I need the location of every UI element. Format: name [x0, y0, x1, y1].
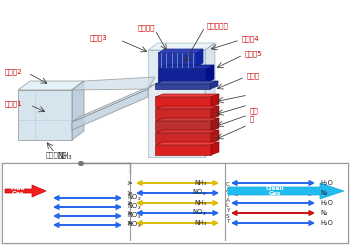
Polygon shape: [205, 43, 215, 157]
Text: 静止混和器: 静止混和器: [207, 23, 229, 29]
Polygon shape: [155, 142, 219, 145]
Text: 导流板5: 导流板5: [245, 51, 263, 57]
Text: 省煤器入口: 省煤器入口: [46, 152, 66, 158]
Polygon shape: [155, 81, 218, 84]
FancyBboxPatch shape: [0, 0, 350, 162]
Polygon shape: [211, 130, 219, 143]
Polygon shape: [148, 50, 205, 157]
Polygon shape: [211, 106, 219, 119]
Polygon shape: [155, 94, 219, 97]
Polygon shape: [155, 145, 211, 155]
Text: H₂O: H₂O: [320, 200, 333, 206]
Text: N₂: N₂: [320, 190, 328, 196]
Polygon shape: [155, 133, 211, 143]
Text: H₂O: H₂O: [320, 180, 333, 186]
FancyBboxPatch shape: [2, 163, 348, 243]
Text: NO$_x$: NO$_x$: [127, 220, 142, 230]
Polygon shape: [196, 49, 203, 67]
Polygon shape: [158, 65, 214, 69]
Text: 整流器: 整流器: [247, 73, 260, 79]
Text: NH₃: NH₃: [195, 200, 207, 206]
Polygon shape: [155, 118, 219, 121]
Polygon shape: [158, 69, 206, 83]
Polygon shape: [211, 142, 219, 155]
Polygon shape: [158, 53, 196, 67]
Polygon shape: [72, 89, 148, 130]
Polygon shape: [210, 81, 218, 89]
Polygon shape: [155, 130, 219, 133]
Text: N₂: N₂: [320, 210, 328, 216]
Polygon shape: [18, 81, 84, 90]
Text: NH₃: NH₃: [195, 180, 207, 186]
Text: 催化
剂: 催化 剂: [250, 108, 259, 122]
Polygon shape: [18, 90, 72, 140]
Polygon shape: [228, 183, 344, 199]
Polygon shape: [211, 118, 219, 131]
Polygon shape: [148, 43, 215, 50]
Polygon shape: [211, 94, 219, 107]
Polygon shape: [72, 84, 155, 122]
Text: NO$_x$: NO$_x$: [192, 188, 207, 198]
Text: 导流板3: 导流板3: [90, 35, 108, 41]
Text: NO$_x$: NO$_x$: [127, 202, 142, 212]
Text: C
A
T
A
L
Y
S
T: C A T A L Y S T: [225, 182, 230, 224]
Polygon shape: [155, 97, 211, 107]
Text: 导流板2: 导流板2: [5, 69, 23, 75]
Text: 喷氨格栅: 喷氨格栅: [138, 25, 155, 31]
Text: 导流板4: 导流板4: [242, 36, 260, 42]
Text: NH₃: NH₃: [195, 220, 207, 226]
Polygon shape: [158, 49, 203, 53]
Text: Clean
Gas: Clean Gas: [266, 186, 284, 196]
Text: Flue
Gas: Flue Gas: [11, 186, 25, 196]
Text: NO$_x$: NO$_x$: [192, 208, 207, 218]
Text: H₂O: H₂O: [320, 220, 333, 226]
Polygon shape: [72, 81, 84, 140]
Polygon shape: [72, 77, 155, 90]
Polygon shape: [155, 109, 211, 119]
Text: NO$_x$: NO$_x$: [127, 211, 142, 221]
Text: NH₃: NH₃: [58, 152, 72, 161]
Text: 导流板1: 导流板1: [5, 101, 23, 107]
Polygon shape: [155, 84, 210, 89]
Polygon shape: [206, 65, 214, 83]
Polygon shape: [155, 121, 211, 131]
Text: NO$_x$: NO$_x$: [127, 193, 142, 203]
Polygon shape: [155, 106, 219, 109]
Polygon shape: [5, 185, 46, 197]
